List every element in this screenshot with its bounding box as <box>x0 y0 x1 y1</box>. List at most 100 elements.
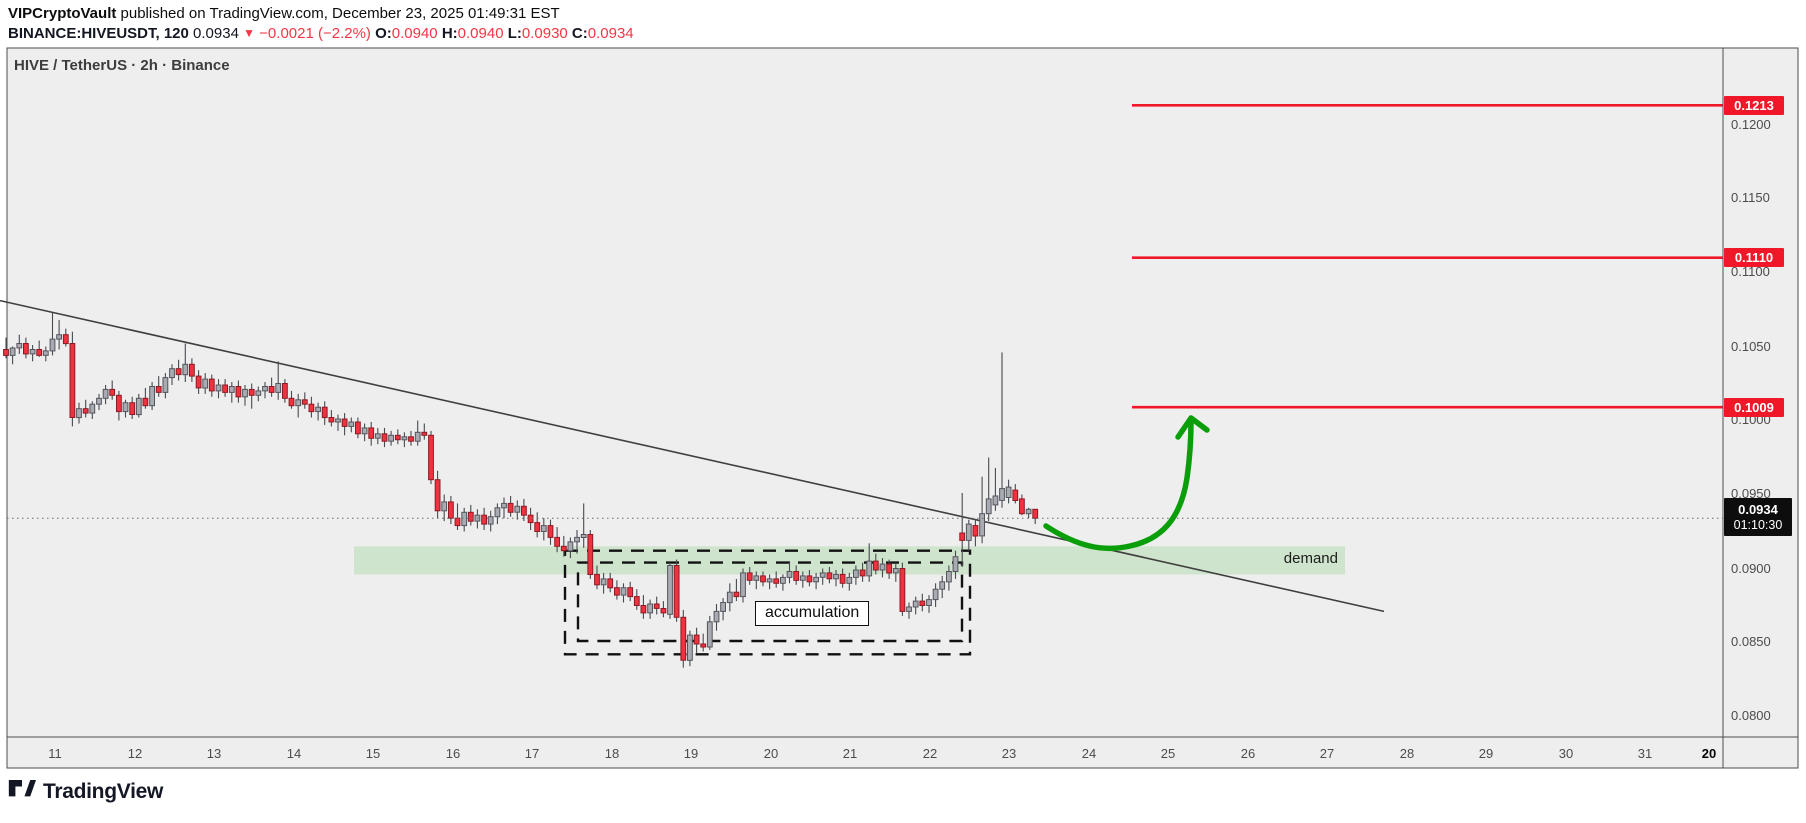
candle <box>49 338 56 352</box>
candle <box>335 418 341 423</box>
symbol-status-line: BINANCE:HIVEUSDT, 120 0.0934 ▼ −0.0021 (… <box>8 25 634 42</box>
ohlc-value: 0.0934 <box>587 25 634 42</box>
candle <box>328 417 335 423</box>
tradingview-logo-icon <box>8 775 36 808</box>
descending-trendline <box>0 299 1385 613</box>
candle <box>799 575 806 581</box>
time-axis-label: 23 <box>1001 746 1017 761</box>
candle <box>514 505 521 513</box>
tradingview-logo[interactable]: TradingView <box>8 775 163 808</box>
candle <box>879 563 886 571</box>
candle <box>939 581 946 590</box>
candle <box>1012 489 1019 502</box>
candle <box>36 349 43 356</box>
candle <box>401 436 408 441</box>
accumulation-box <box>576 561 964 643</box>
candle <box>282 383 288 399</box>
candle <box>521 505 527 516</box>
candle <box>534 522 541 532</box>
candle <box>687 634 693 661</box>
candle <box>773 578 780 584</box>
time-axis-label: 30 <box>1558 746 1574 761</box>
candle <box>262 386 268 392</box>
candle <box>454 517 461 527</box>
candle <box>96 397 102 405</box>
candle <box>355 421 361 435</box>
publish-info-text: published on TradingView.com, December 2… <box>116 5 560 22</box>
candle <box>574 536 580 543</box>
candle <box>142 397 149 407</box>
time-axis-label: 27 <box>1319 746 1335 761</box>
candle <box>760 575 766 583</box>
candle <box>368 427 375 439</box>
level-price-badge: 0.1009 <box>1724 398 1784 417</box>
time-axis-label: 20 <box>763 746 779 761</box>
candle <box>853 569 859 578</box>
time-axis-label: 31 <box>1637 746 1653 761</box>
candle <box>235 386 242 398</box>
candle <box>122 402 129 413</box>
candle <box>919 600 926 606</box>
publisher-name: VIPCryptoVault <box>8 5 117 22</box>
candle <box>487 516 494 525</box>
candle <box>965 523 972 541</box>
candle <box>175 368 182 376</box>
candle <box>826 572 833 580</box>
tradingview-logo-text: TradingView <box>43 779 164 803</box>
time-axis-label: 26 <box>1240 746 1256 761</box>
candle <box>16 343 23 349</box>
price-axis-label: 0.0900 <box>1731 561 1771 576</box>
candle <box>540 525 547 532</box>
candle <box>640 605 647 614</box>
chart-title: HIVE / TetherUS · 2h · Binance <box>14 57 230 74</box>
candle <box>972 525 979 537</box>
candle <box>700 643 707 648</box>
time-axis-label: 16 <box>445 746 461 761</box>
candle <box>62 334 69 345</box>
candle <box>135 397 142 416</box>
candle <box>1019 498 1025 515</box>
candle <box>587 534 594 575</box>
candle <box>899 568 906 612</box>
candlestick-series <box>3 312 1039 668</box>
candle <box>202 378 209 389</box>
time-axis-label: 18 <box>604 746 620 761</box>
candle <box>720 602 727 612</box>
current-price-badge: 0.0934 01:10:30 <box>1724 498 1792 536</box>
candle <box>680 616 687 661</box>
candle <box>892 568 899 574</box>
candle <box>169 368 175 379</box>
candle <box>215 384 222 392</box>
candle <box>315 406 322 413</box>
candle <box>673 565 680 618</box>
ohlc-value: 0.0940 <box>457 25 504 42</box>
candle <box>189 363 195 377</box>
triangle-down-icon: ▼ <box>243 26 255 40</box>
candle <box>992 495 999 506</box>
ohlc-label: L: <box>503 25 522 42</box>
price-axis-label: 0.1050 <box>1731 339 1771 354</box>
candle <box>726 591 733 604</box>
candle <box>746 572 753 581</box>
candle <box>693 634 700 645</box>
candle <box>793 571 800 581</box>
ohlc-value: 0.0940 <box>391 25 438 42</box>
candle <box>149 386 155 407</box>
candle <box>23 343 29 355</box>
time-axis-label: 22 <box>922 746 938 761</box>
candle <box>461 511 468 527</box>
candle <box>341 418 348 427</box>
candle <box>3 349 9 356</box>
candle <box>839 573 846 584</box>
candle <box>129 402 136 416</box>
candle <box>228 386 235 393</box>
time-axis-label: 14 <box>286 746 302 761</box>
candle <box>600 578 607 586</box>
accumulation-label[interactable]: accumulation <box>755 601 870 626</box>
candle <box>660 608 667 614</box>
candle <box>806 575 813 583</box>
candle <box>295 399 302 407</box>
candle <box>162 377 169 393</box>
time-axis-label: 25 <box>1160 746 1176 761</box>
